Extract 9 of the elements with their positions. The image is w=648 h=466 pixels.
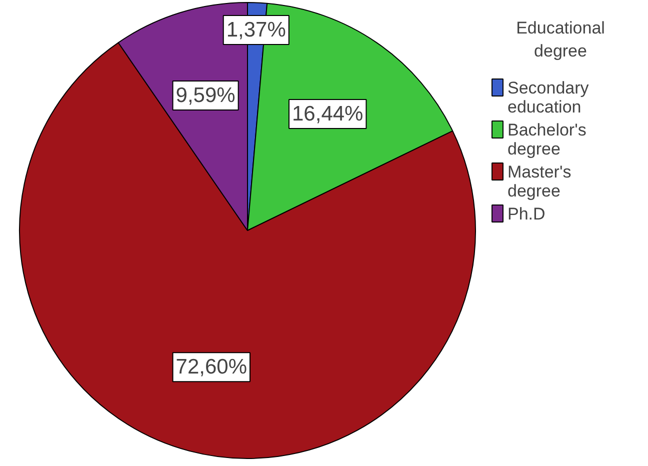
data-label: 16,44% — [292, 102, 364, 126]
legend-label: Ph.D — [508, 204, 546, 224]
legend-label: Bachelor's degree — [508, 120, 586, 158]
data-label: 9,59% — [176, 84, 236, 108]
data-label: 72,60% — [176, 356, 248, 379]
legend-label: Secondary education — [508, 78, 590, 116]
data-label: 1,37% — [226, 18, 286, 42]
legend-label: Master's degree — [508, 162, 572, 200]
legend-title: Educational degree — [516, 18, 605, 60]
